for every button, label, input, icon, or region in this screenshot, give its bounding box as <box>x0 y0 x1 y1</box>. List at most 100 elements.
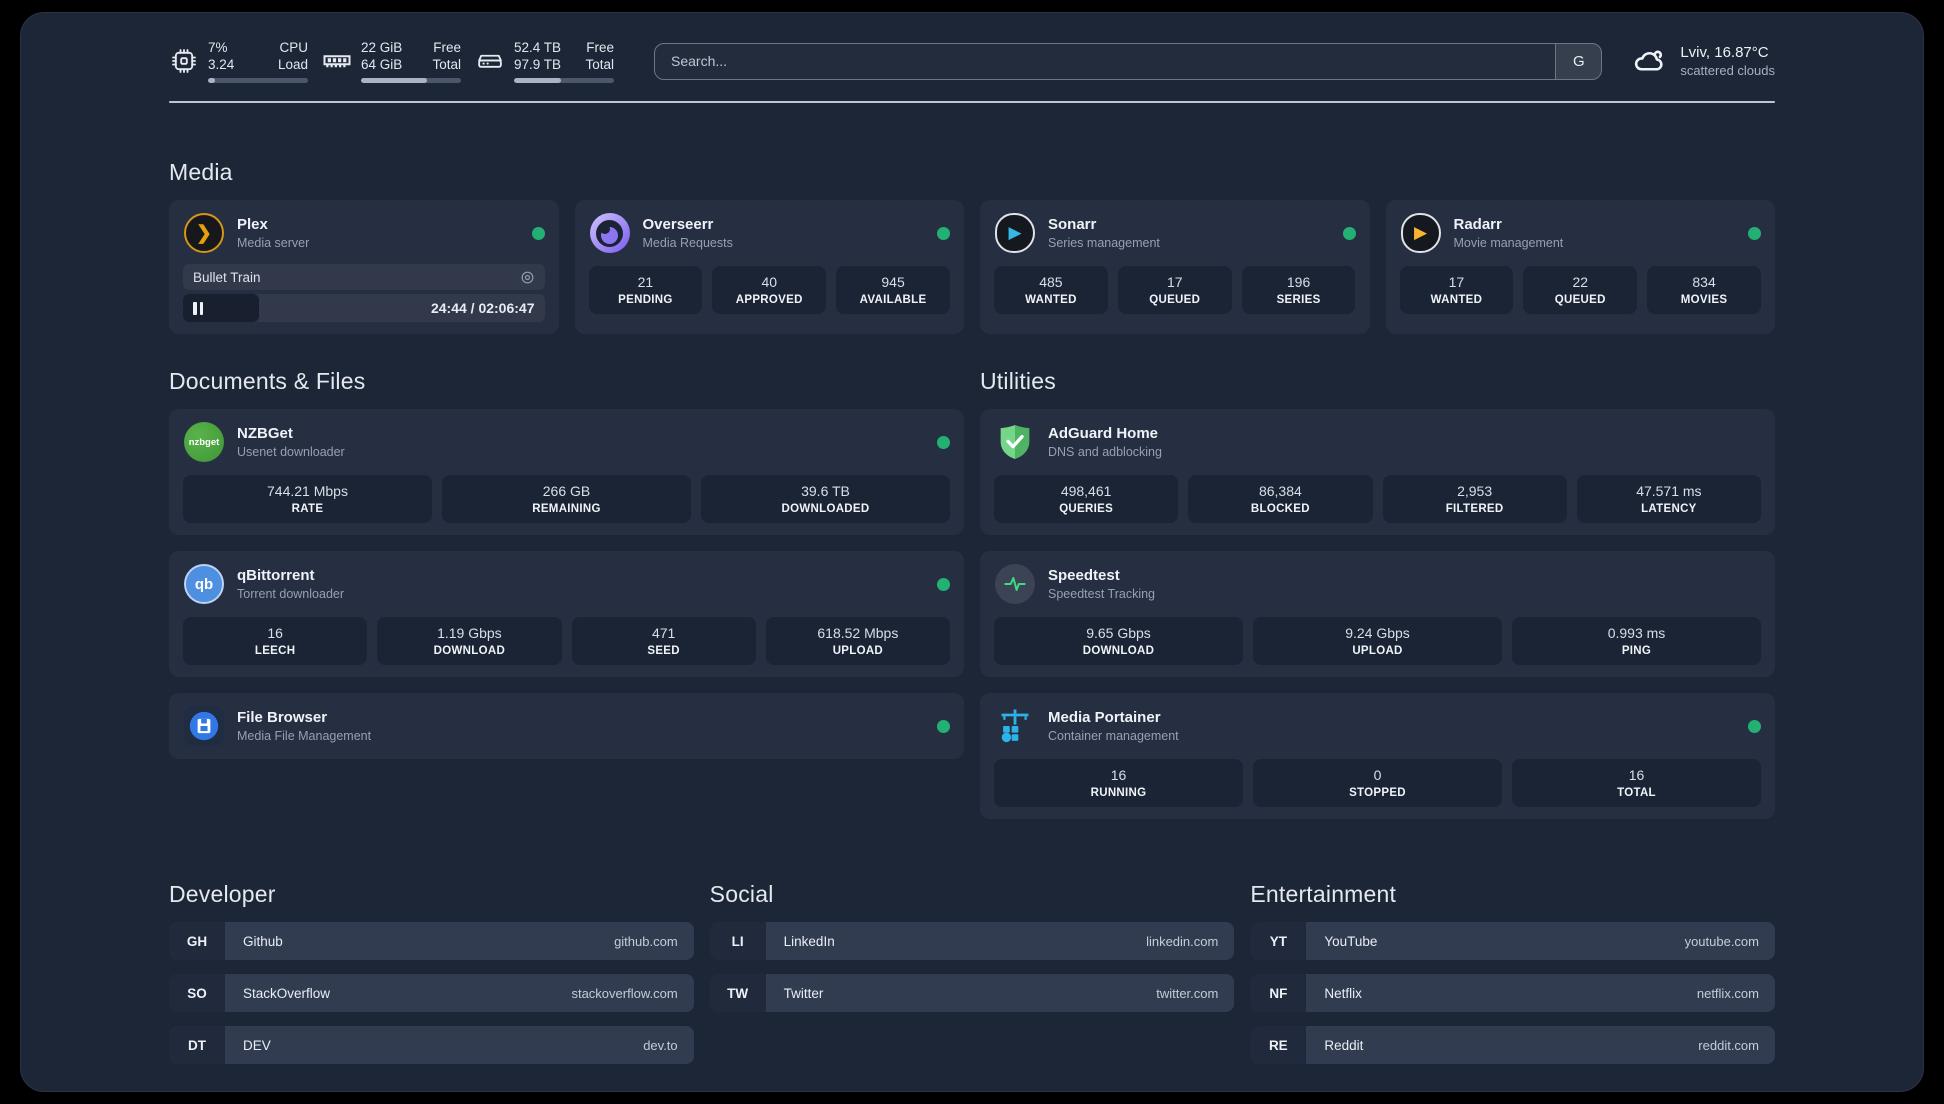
cpu-stat-widget: 7% CPU 3.24 Load <box>169 39 308 83</box>
bookmark-reddit[interactable]: RE Reddit reddit.com <box>1250 1026 1775 1064</box>
stat-label: PENDING <box>618 294 673 306</box>
bookmark-twitter[interactable]: TW Twitter twitter.com <box>709 974 1235 1012</box>
service-stats: 21 PENDING 40 APPROVED 945 AVAILABLE <box>588 266 951 314</box>
bookmark-name: Github <box>243 933 283 949</box>
service-name: Plex <box>237 215 268 233</box>
service-stats: 485 WANTED 17 QUEUED 196 SERIES <box>994 266 1356 314</box>
stat-value: 9.24 Gbps <box>1345 625 1410 641</box>
bookmark-netflix[interactable]: NF Netflix netflix.com <box>1250 974 1775 1012</box>
stat-box: 16 TOTAL <box>1512 759 1761 807</box>
stat-value: 17 <box>1448 274 1465 290</box>
stat-box: 1.19 Gbps DOWNLOAD <box>377 617 562 665</box>
playback-time: 24:44 / 02:06:47 <box>430 300 535 316</box>
bookmark-stackoverflow[interactable]: SO StackOverflow stackoverflow.com <box>169 974 694 1012</box>
stat-label: SERIES <box>1276 294 1321 306</box>
section-title-entertainment: Entertainment <box>1250 881 1397 907</box>
section-title-utilities: Utilities <box>980 368 1056 394</box>
stat-label: REMAINING <box>532 503 601 515</box>
top-bar: 7% CPU 3.24 Load <box>169 39 1775 83</box>
service-name: File Browser <box>237 708 328 726</box>
service-link-portainer[interactable]: Media Portainer Container management <box>994 705 1179 747</box>
stat-label: TOTAL <box>1617 787 1656 799</box>
stat-box: 86,384 BLOCKED <box>1188 475 1373 523</box>
overseerr-icon <box>589 212 631 254</box>
cpu-icon <box>169 46 199 76</box>
stat-box: 2,953 FILTERED <box>1382 475 1567 523</box>
bookmark-github[interactable]: GH Github github.com <box>169 922 694 960</box>
stat-value: 834 <box>1692 274 1716 290</box>
memory-total-value: 64 GiB <box>361 57 403 72</box>
stat-value: 618.52 Mbps <box>817 625 899 641</box>
stat-box: 9.24 Gbps UPLOAD <box>1253 617 1502 665</box>
stat-box: 16 RUNNING <box>994 759 1243 807</box>
disk-free-value: 52.4 TB <box>514 40 562 55</box>
service-link-filebrowser[interactable]: File Browser Media File Management <box>183 705 371 747</box>
service-stats: 498,461 QUERIES 86,384 BLOCKED 2,953 FIL… <box>994 475 1761 523</box>
stat-value: 1.19 Gbps <box>437 625 502 641</box>
qbittorrent-icon: qb <box>183 563 225 605</box>
service-card-portainer: Media Portainer Container management 16 … <box>980 693 1775 819</box>
stat-box: 744.21 Mbps RATE <box>183 475 432 523</box>
dashboard-window: 7% CPU 3.24 Load <box>20 12 1924 1092</box>
service-name: Sonarr <box>1048 215 1097 233</box>
stat-label: QUEUED <box>1149 294 1201 306</box>
service-link-nzbget[interactable]: nzbget NZBGet Usenet downloader <box>183 421 345 463</box>
disk-total-label: Total <box>585 57 614 72</box>
bookmark-abbr: SO <box>169 974 225 1012</box>
bookmark-name: YouTube <box>1324 933 1378 949</box>
search-input[interactable] <box>655 43 1556 79</box>
service-link-radarr[interactable]: ▶ Radarr Movie management <box>1400 212 1563 254</box>
search-provider-button[interactable]: G <box>1555 43 1602 79</box>
stat-value: 47.571 ms <box>1636 483 1702 499</box>
memory-free-label: Free <box>433 40 461 55</box>
stat-label: SEED <box>647 645 680 657</box>
service-link-plex[interactable]: ❯ Plex Media server <box>183 212 309 254</box>
service-link-overseerr[interactable]: Overseerr Media Requests <box>589 212 733 254</box>
section-title-documents: Documents & Files <box>169 368 366 394</box>
stat-value: 16 <box>1628 767 1645 783</box>
portainer-icon <box>994 705 1036 747</box>
status-dot <box>1748 226 1761 240</box>
stat-label: UPLOAD <box>1352 645 1403 657</box>
stat-box: 21 PENDING <box>588 266 703 314</box>
stat-value: 945 <box>881 274 905 290</box>
service-link-adguard[interactable]: AdGuard Home DNS and adblocking <box>994 421 1162 463</box>
stat-label: MOVIES <box>1680 294 1728 306</box>
bookmark-group-developer: Developer GH Github github.com SO StackO… <box>169 881 694 1064</box>
stat-label: LATENCY <box>1641 503 1697 515</box>
service-description: Speedtest Tracking <box>1048 586 1156 601</box>
stat-box: 47.571 ms LATENCY <box>1576 475 1761 523</box>
bookmark-youtube[interactable]: YT YouTube youtube.com <box>1250 922 1775 960</box>
service-name: AdGuard Home <box>1048 424 1159 442</box>
stat-box: 0.993 ms PING <box>1512 617 1761 665</box>
stat-label: LEECH <box>254 645 296 657</box>
stat-value: 2,953 <box>1457 483 1493 499</box>
stat-box: 9.65 Gbps DOWNLOAD <box>994 617 1243 665</box>
bookmark-abbr: TW <box>709 974 766 1012</box>
disk-total-value: 97.9 TB <box>514 57 562 72</box>
service-link-sonarr[interactable]: ▶ Sonarr Series management <box>994 212 1160 254</box>
session-info-icon[interactable] <box>520 270 535 285</box>
pause-icon <box>193 301 203 315</box>
bookmark-url: twitter.com <box>1156 985 1219 1001</box>
service-stats: 17 WANTED 22 QUEUED 834 MOVIES <box>1399 266 1762 314</box>
service-card-filebrowser: File Browser Media File Management <box>169 693 964 759</box>
stat-value: 9.65 Gbps <box>1086 625 1151 641</box>
stat-value: 40 <box>761 274 778 290</box>
stat-label: AVAILABLE <box>859 294 927 306</box>
bookmark-name: Reddit <box>1324 1037 1364 1053</box>
stat-label: DOWNLOADED <box>781 503 870 515</box>
service-link-qbittorrent[interactable]: qb qBittorrent Torrent downloader <box>183 563 344 605</box>
radarr-icon: ▶ <box>1400 212 1442 254</box>
status-dot <box>937 435 950 449</box>
stat-value: 22 <box>1572 274 1589 290</box>
stat-label: DOWNLOAD <box>1082 645 1155 657</box>
service-description: Torrent downloader <box>237 586 345 601</box>
bookmark-linkedin[interactable]: LI LinkedIn linkedin.com <box>709 922 1235 960</box>
status-dot <box>531 226 545 240</box>
filebrowser-icon <box>183 705 225 747</box>
bookmark-name: Twitter <box>783 985 824 1001</box>
bookmark-dev[interactable]: DT DEV dev.to <box>169 1026 694 1064</box>
service-link-speedtest[interactable]: Speedtest Speedtest Tracking <box>994 563 1155 605</box>
bookmark-url: stackoverflow.com <box>571 985 678 1001</box>
